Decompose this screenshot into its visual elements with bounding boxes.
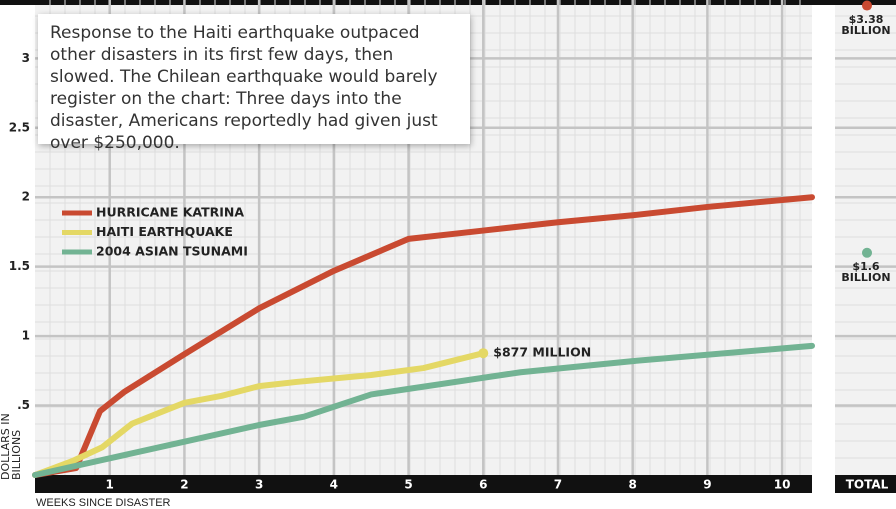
total-dot — [862, 247, 872, 258]
x-axis-bar — [35, 475, 812, 493]
annotation: Response to the Haiti earthquake outpace… — [38, 14, 470, 153]
legend-label: 2004 ASIAN TSUNAMI — [96, 244, 248, 259]
x-tick-label: 8 — [629, 478, 637, 492]
x-tick-label: 2 — [180, 478, 188, 492]
x-tick-label: 6 — [479, 478, 487, 492]
end-dot — [478, 348, 489, 359]
x-tick-label: 3 — [255, 478, 263, 492]
x-tick-label: 10 — [774, 478, 791, 492]
y-tick-label: 1.5 — [9, 259, 30, 273]
total-dot — [862, 0, 872, 11]
series-line — [32, 342, 815, 478]
end-label: $877 MILLION — [493, 345, 591, 360]
series-line — [32, 194, 815, 478]
x-tick-label: 1 — [106, 478, 114, 492]
total-axis-bar — [835, 475, 896, 493]
y-tick-label: 1 — [22, 329, 30, 343]
y-tick-label: 3 — [22, 51, 30, 65]
x-tick-label: 4 — [330, 478, 338, 492]
series-line — [32, 350, 487, 478]
x-tick-label: 5 — [404, 478, 412, 492]
top-strip — [0, 0, 896, 5]
legend-label: HAITI EARTHQUAKE — [96, 224, 233, 239]
total-value-label: $3.38 BILLION — [841, 12, 891, 37]
y-axis-label: DOLLARS IN BILLIONS — [0, 413, 23, 480]
total-value-label: $1.6 BILLION — [841, 259, 891, 284]
x-tick-label: 9 — [703, 478, 711, 492]
total-label: TOTAL — [846, 478, 889, 492]
y-tick-label: 2.5 — [9, 120, 30, 134]
y-tick-label: 2 — [22, 190, 30, 204]
x-axis-label: WEEKS SINCE DISASTER — [36, 497, 171, 509]
y-tick-label: .5 — [17, 398, 30, 412]
legend-label: HURRICANE KATRINA — [96, 205, 244, 220]
x-tick-label: 7 — [554, 478, 562, 492]
